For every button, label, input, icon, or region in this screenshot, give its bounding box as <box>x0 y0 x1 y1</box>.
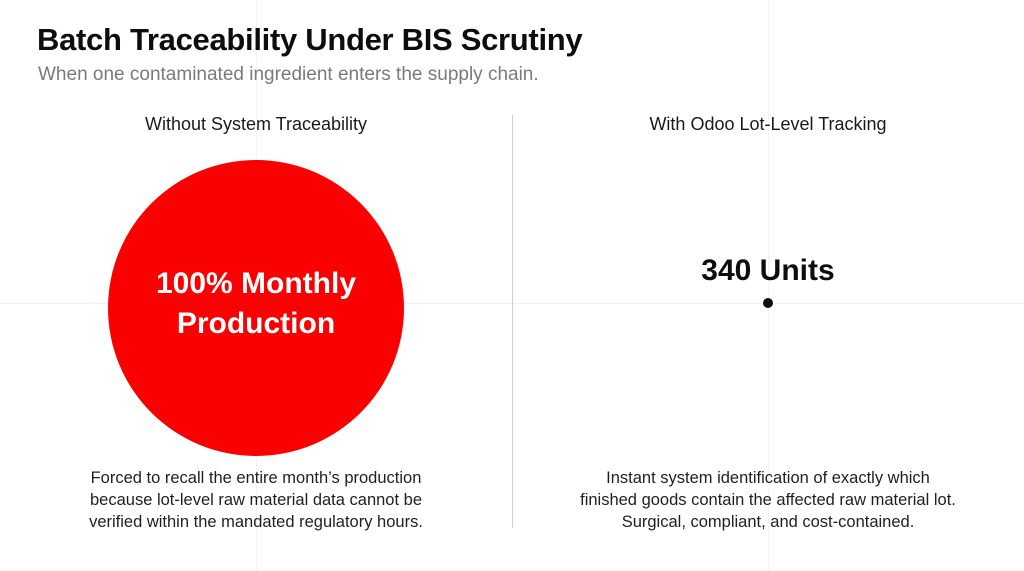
panel-heading-without: Without System Traceability <box>144 114 368 134</box>
caption-line: verified within the mandated regulatory … <box>89 513 423 531</box>
caption-line: Forced to recall the entire month’s prod… <box>90 469 422 487</box>
bubble-units-dot <box>763 298 773 308</box>
caption-line: because lot-level raw material data cann… <box>89 491 423 509</box>
caption-without: Forced to recall the entire month’s prod… <box>0 467 512 533</box>
bubble-label-line: Production <box>176 307 336 340</box>
panel-heading-with: With Odoo Lot-Level Tracking <box>649 114 887 134</box>
page-title: Batch Traceability Under BIS Scrutiny <box>37 22 583 57</box>
caption-line: finished goods contain the affected raw … <box>580 491 956 509</box>
page-subtitle: When one contaminated ingredient enters … <box>38 64 539 85</box>
caption-line: Surgical, compliant, and cost-contained. <box>621 513 915 531</box>
bubble-label-line: 100% Monthly <box>155 267 357 300</box>
panel-divider <box>512 115 513 528</box>
caption-with: Instant system identification of exactly… <box>512 467 1024 533</box>
bubble-monthly-production: 100% Monthly Production <box>108 160 404 456</box>
units-label: 340 Units <box>701 254 835 287</box>
caption-line: Instant system identification of exactly… <box>606 469 930 487</box>
guide-line <box>768 0 769 571</box>
bubble-label: 100% Monthly Production <box>156 264 356 344</box>
